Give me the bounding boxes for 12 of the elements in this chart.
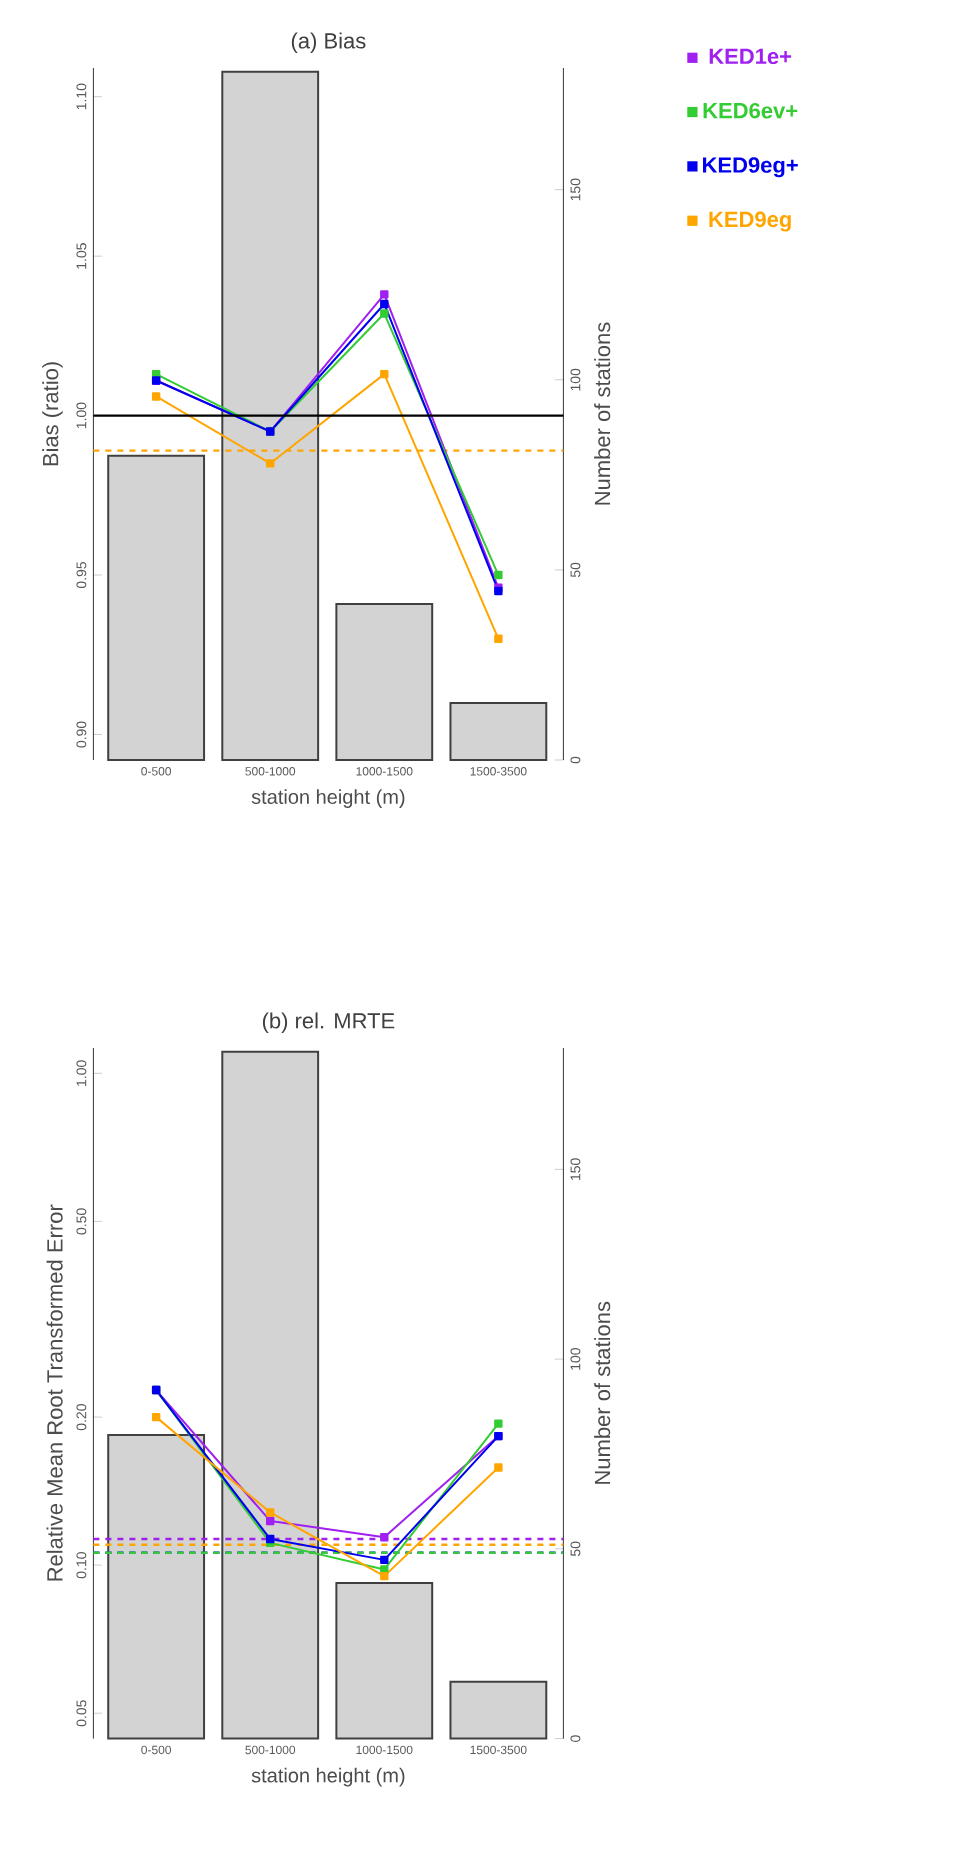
legend-label: KED9eg+ (703, 157, 798, 178)
legend-label: KED9eg (709, 211, 791, 232)
y2-axis-title: Number of stations (594, 1301, 611, 1484)
y-axis-title: Relative Mean Root Transformed Error (46, 1204, 63, 1581)
x-axis-title: station height (m) (251, 1767, 405, 1787)
legend-label: KED6ev+ (703, 102, 798, 119)
y-axis-title: Bias (ratio) (42, 362, 63, 466)
x-axis-title: station height (m) (251, 789, 405, 808)
legend-label: KED1e+ (709, 48, 792, 65)
chart-title: (b) rel. MRTE (262, 1012, 395, 1033)
chart-title: (a) Bias (291, 32, 366, 53)
y2-axis-title: Number of stations (594, 322, 611, 505)
